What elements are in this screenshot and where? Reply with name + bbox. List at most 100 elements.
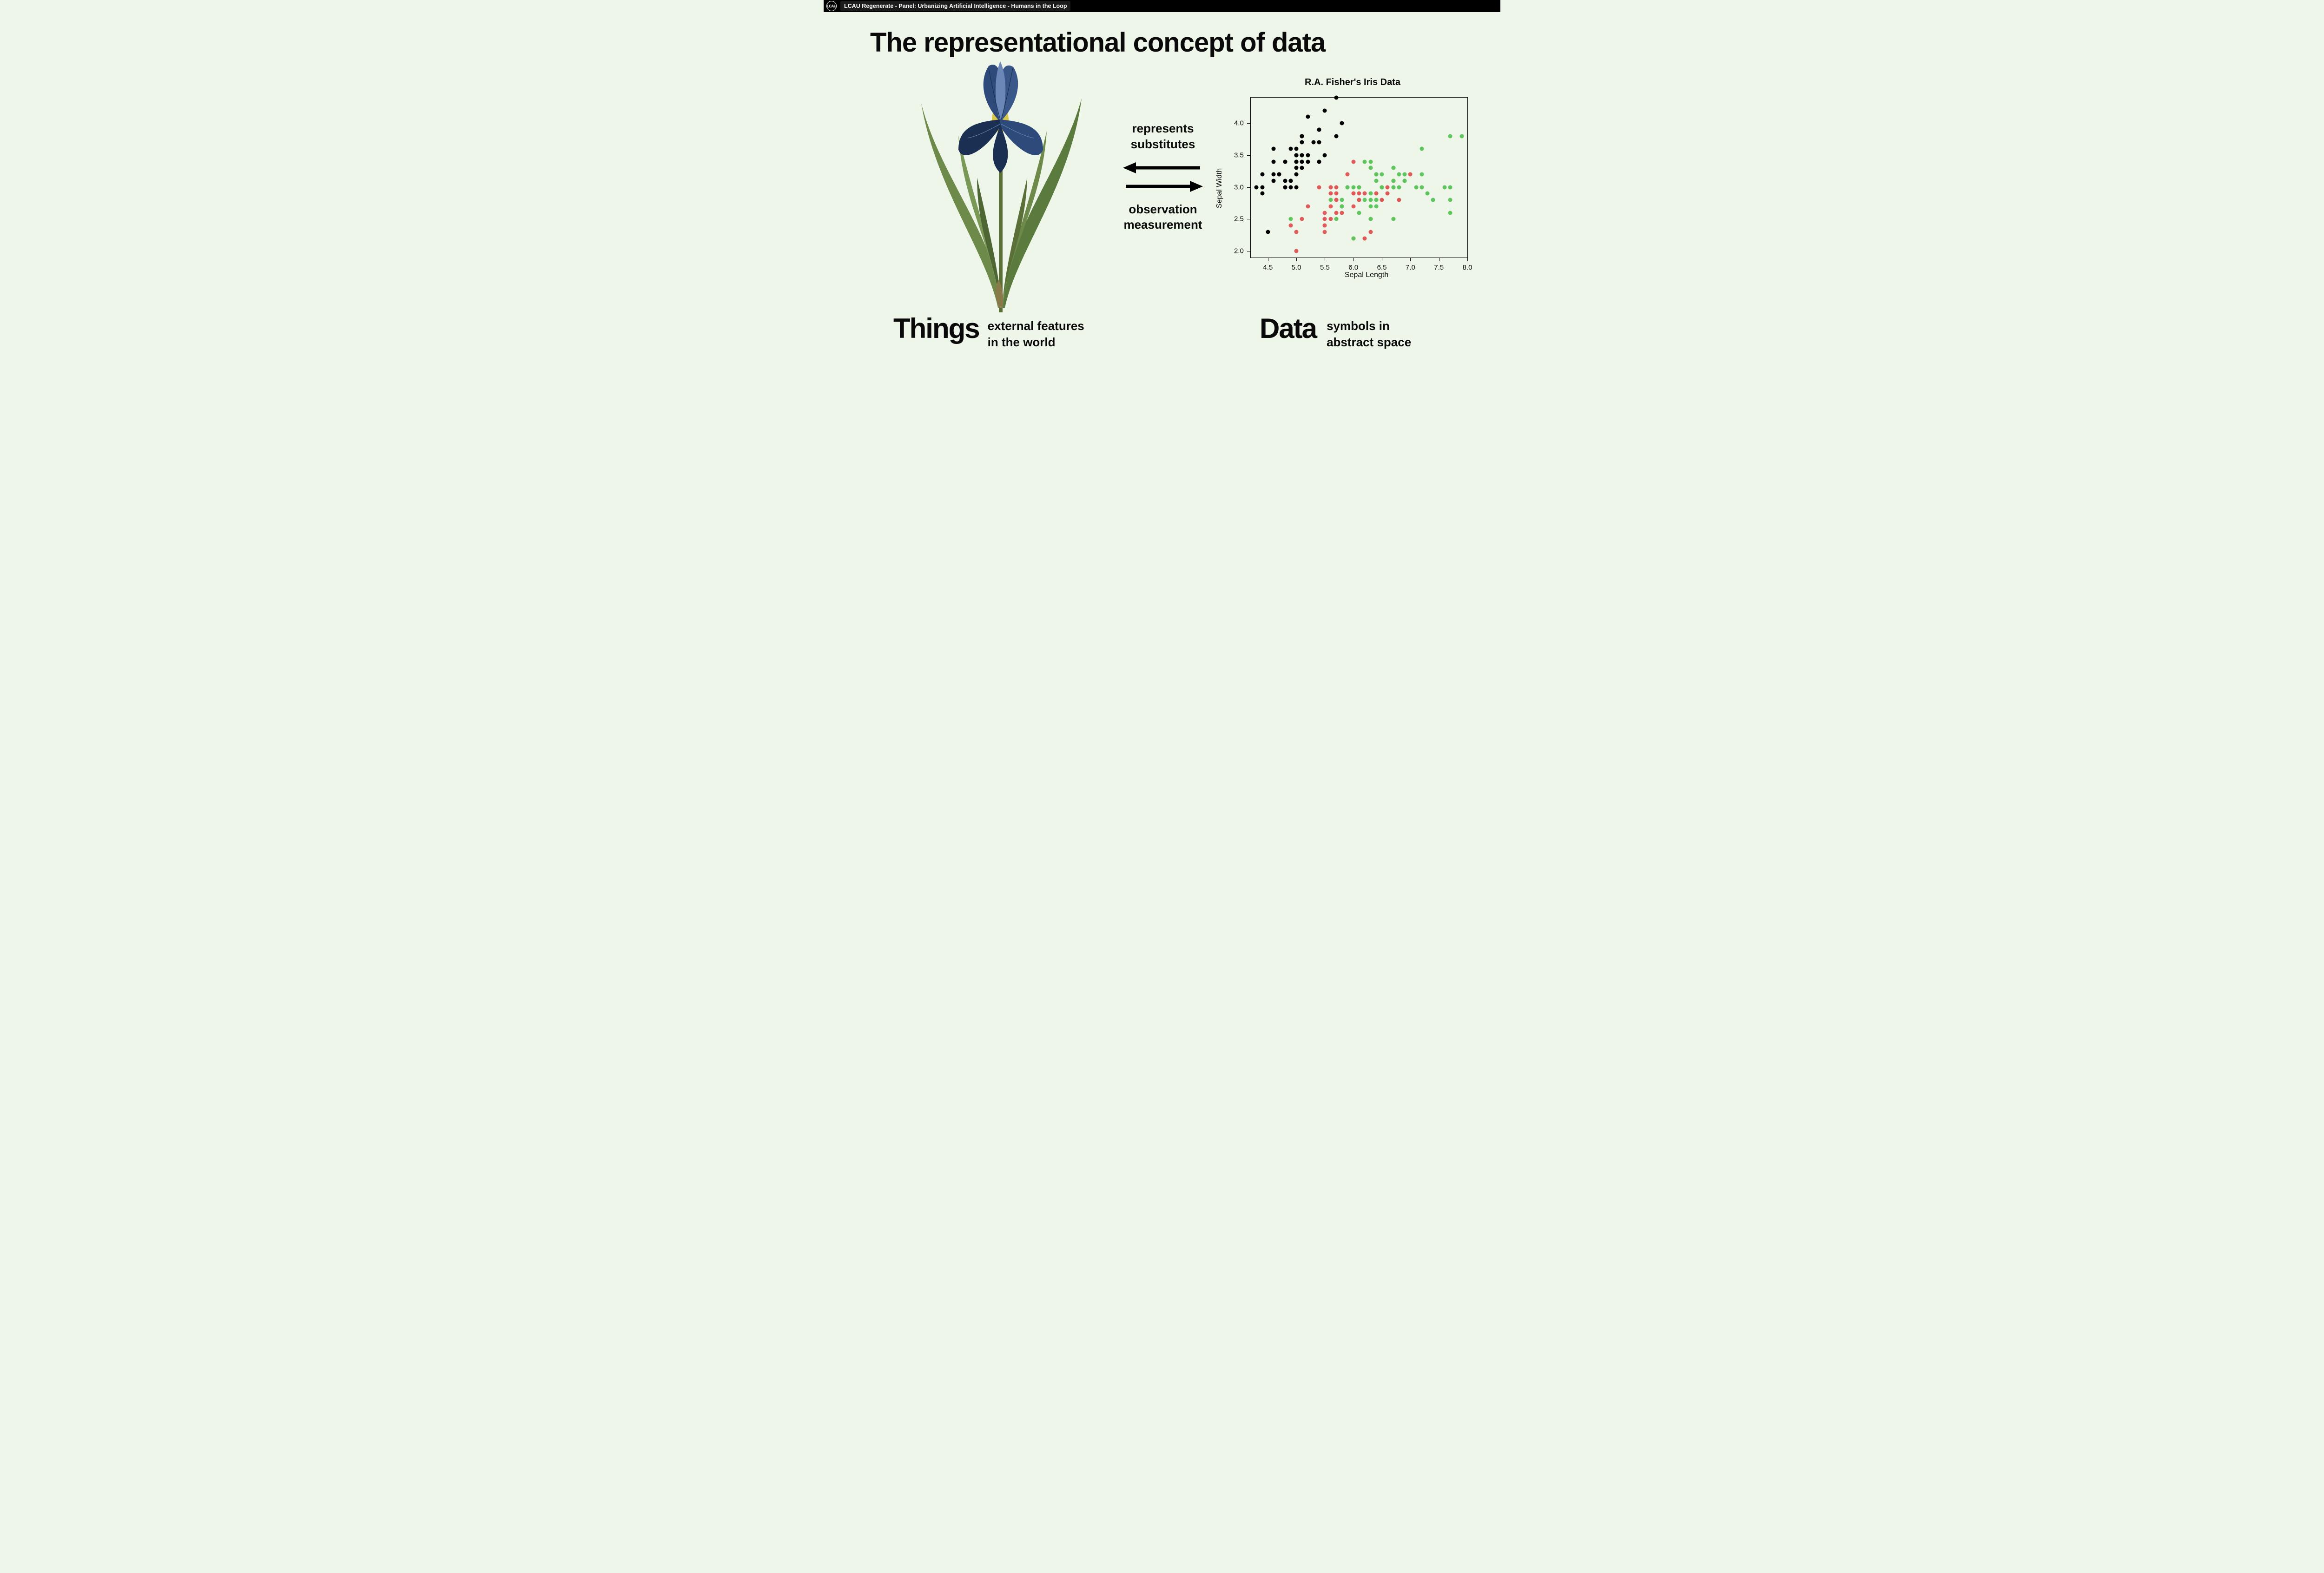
scatter-point bbox=[1431, 198, 1435, 202]
scatter-point bbox=[1448, 134, 1452, 138]
scatter-point bbox=[1334, 217, 1338, 221]
ytick-label: 4.0 bbox=[1234, 119, 1244, 127]
scatter-point bbox=[1294, 249, 1299, 253]
scatter-point bbox=[1368, 204, 1373, 208]
scatter-point bbox=[1306, 115, 1310, 119]
scatter-point bbox=[1323, 153, 1327, 157]
scatter-point bbox=[1414, 185, 1418, 189]
scatter-point bbox=[1380, 185, 1384, 189]
scatter-point bbox=[1328, 217, 1333, 221]
scatter-point bbox=[1374, 204, 1378, 208]
data-word: Data bbox=[1260, 315, 1316, 342]
chart-xlabel: Sepal Length bbox=[1250, 271, 1483, 279]
scatter-point bbox=[1294, 159, 1299, 164]
xtick bbox=[1353, 258, 1354, 261]
scatter-point bbox=[1357, 192, 1361, 196]
scatter-point bbox=[1328, 198, 1333, 202]
scatter-point bbox=[1448, 185, 1452, 189]
scatter-point bbox=[1323, 217, 1327, 221]
scatter-point bbox=[1334, 211, 1338, 215]
scatter-point bbox=[1368, 198, 1373, 202]
iris-svg bbox=[907, 57, 1093, 317]
chart-title: R.A. Fisher's Iris Data bbox=[1222, 77, 1483, 88]
xtick-label: 4.5 bbox=[1263, 264, 1273, 271]
data-sub-line2: abstract space bbox=[1327, 334, 1411, 350]
plot-box: 2.02.53.03.54.04.55.05.56.06.57.07.58.0 bbox=[1250, 97, 1468, 258]
scatter-point bbox=[1391, 217, 1395, 221]
scatter-point bbox=[1323, 211, 1327, 215]
scatter-point bbox=[1459, 134, 1464, 138]
data-caption: Data symbols in abstract space bbox=[1260, 315, 1411, 350]
ytick-label: 3.5 bbox=[1234, 151, 1244, 159]
plot-area: Sepal Width 2.02.53.03.54.04.55.05.56.06… bbox=[1222, 97, 1483, 279]
scatter-point bbox=[1294, 153, 1299, 157]
scatter-point bbox=[1300, 217, 1304, 221]
scatter-point bbox=[1391, 166, 1395, 170]
video-topbar: LCAU LCAU Regenerate - Panel: Urbanizing… bbox=[824, 0, 1500, 12]
scatter-point bbox=[1294, 185, 1299, 189]
scatter-point bbox=[1357, 198, 1361, 202]
scatter-point bbox=[1334, 185, 1338, 189]
relation-bottom-label: observation measurement bbox=[1112, 202, 1214, 233]
data-sub: symbols in abstract space bbox=[1327, 315, 1411, 350]
scatter-point bbox=[1254, 185, 1259, 189]
xtick-label: 5.0 bbox=[1292, 264, 1301, 271]
scatter-point bbox=[1317, 140, 1321, 145]
scatter-point bbox=[1397, 185, 1401, 189]
scatter-point bbox=[1266, 230, 1270, 234]
scatter-point bbox=[1374, 192, 1378, 196]
scatter-point bbox=[1351, 159, 1355, 164]
scatter-point bbox=[1334, 96, 1338, 100]
scatter-point bbox=[1351, 204, 1355, 208]
scatter-point bbox=[1340, 211, 1344, 215]
data-sub-line1: symbols in bbox=[1327, 318, 1411, 334]
scatter-point bbox=[1272, 178, 1276, 183]
scatter-point bbox=[1328, 192, 1333, 196]
scatter-point bbox=[1448, 211, 1452, 215]
scatter-point bbox=[1334, 192, 1338, 196]
scatter-point bbox=[1363, 236, 1367, 240]
scatter-point bbox=[1351, 185, 1355, 189]
relation-top-label: represents substitutes bbox=[1112, 121, 1214, 152]
scatter-point bbox=[1260, 185, 1264, 189]
logo-text: LCAU bbox=[827, 4, 836, 8]
scatter-point bbox=[1346, 172, 1350, 177]
xtick-label: 7.5 bbox=[1434, 264, 1444, 271]
things-caption: Things external features in the world bbox=[893, 315, 1084, 350]
scatter-point bbox=[1323, 224, 1327, 228]
ytick bbox=[1247, 123, 1251, 124]
ytick-label: 2.0 bbox=[1234, 247, 1244, 255]
relation-top-line1: represents bbox=[1112, 121, 1214, 137]
scatter-point bbox=[1357, 185, 1361, 189]
scatter-point bbox=[1426, 192, 1430, 196]
scatter-point bbox=[1260, 192, 1264, 196]
scatter-point bbox=[1419, 147, 1424, 151]
slide-title: The representational concept of data bbox=[870, 27, 1325, 58]
arrow-right-icon bbox=[1121, 179, 1205, 193]
scatter-point bbox=[1380, 172, 1384, 177]
ytick-label: 2.5 bbox=[1234, 215, 1244, 223]
things-sub-line2: in the world bbox=[988, 334, 1084, 350]
scatter-point bbox=[1328, 185, 1333, 189]
things-sub-line1: external features bbox=[988, 318, 1084, 334]
scatter-point bbox=[1391, 178, 1395, 183]
scatter-point bbox=[1288, 178, 1293, 183]
relation-bottom-line1: observation bbox=[1112, 202, 1214, 218]
scatter-point bbox=[1288, 224, 1293, 228]
scatter-point bbox=[1448, 198, 1452, 202]
relation-block: represents substitutes observation measu… bbox=[1112, 121, 1214, 233]
scatter-point bbox=[1334, 134, 1338, 138]
scatter-point bbox=[1317, 185, 1321, 189]
scatter-point bbox=[1294, 147, 1299, 151]
ytick bbox=[1247, 155, 1251, 156]
scatter-point bbox=[1328, 204, 1333, 208]
scatter-point bbox=[1386, 185, 1390, 189]
scatter-point bbox=[1323, 230, 1327, 234]
scatter-point bbox=[1277, 172, 1281, 177]
scatter-point bbox=[1374, 178, 1378, 183]
relation-bottom-line2: measurement bbox=[1112, 217, 1214, 233]
scatter-point bbox=[1368, 230, 1373, 234]
video-title: LCAU Regenerate - Panel: Urbanizing Arti… bbox=[840, 1, 1070, 11]
scatter-point bbox=[1294, 166, 1299, 170]
scatter-point bbox=[1386, 192, 1390, 196]
